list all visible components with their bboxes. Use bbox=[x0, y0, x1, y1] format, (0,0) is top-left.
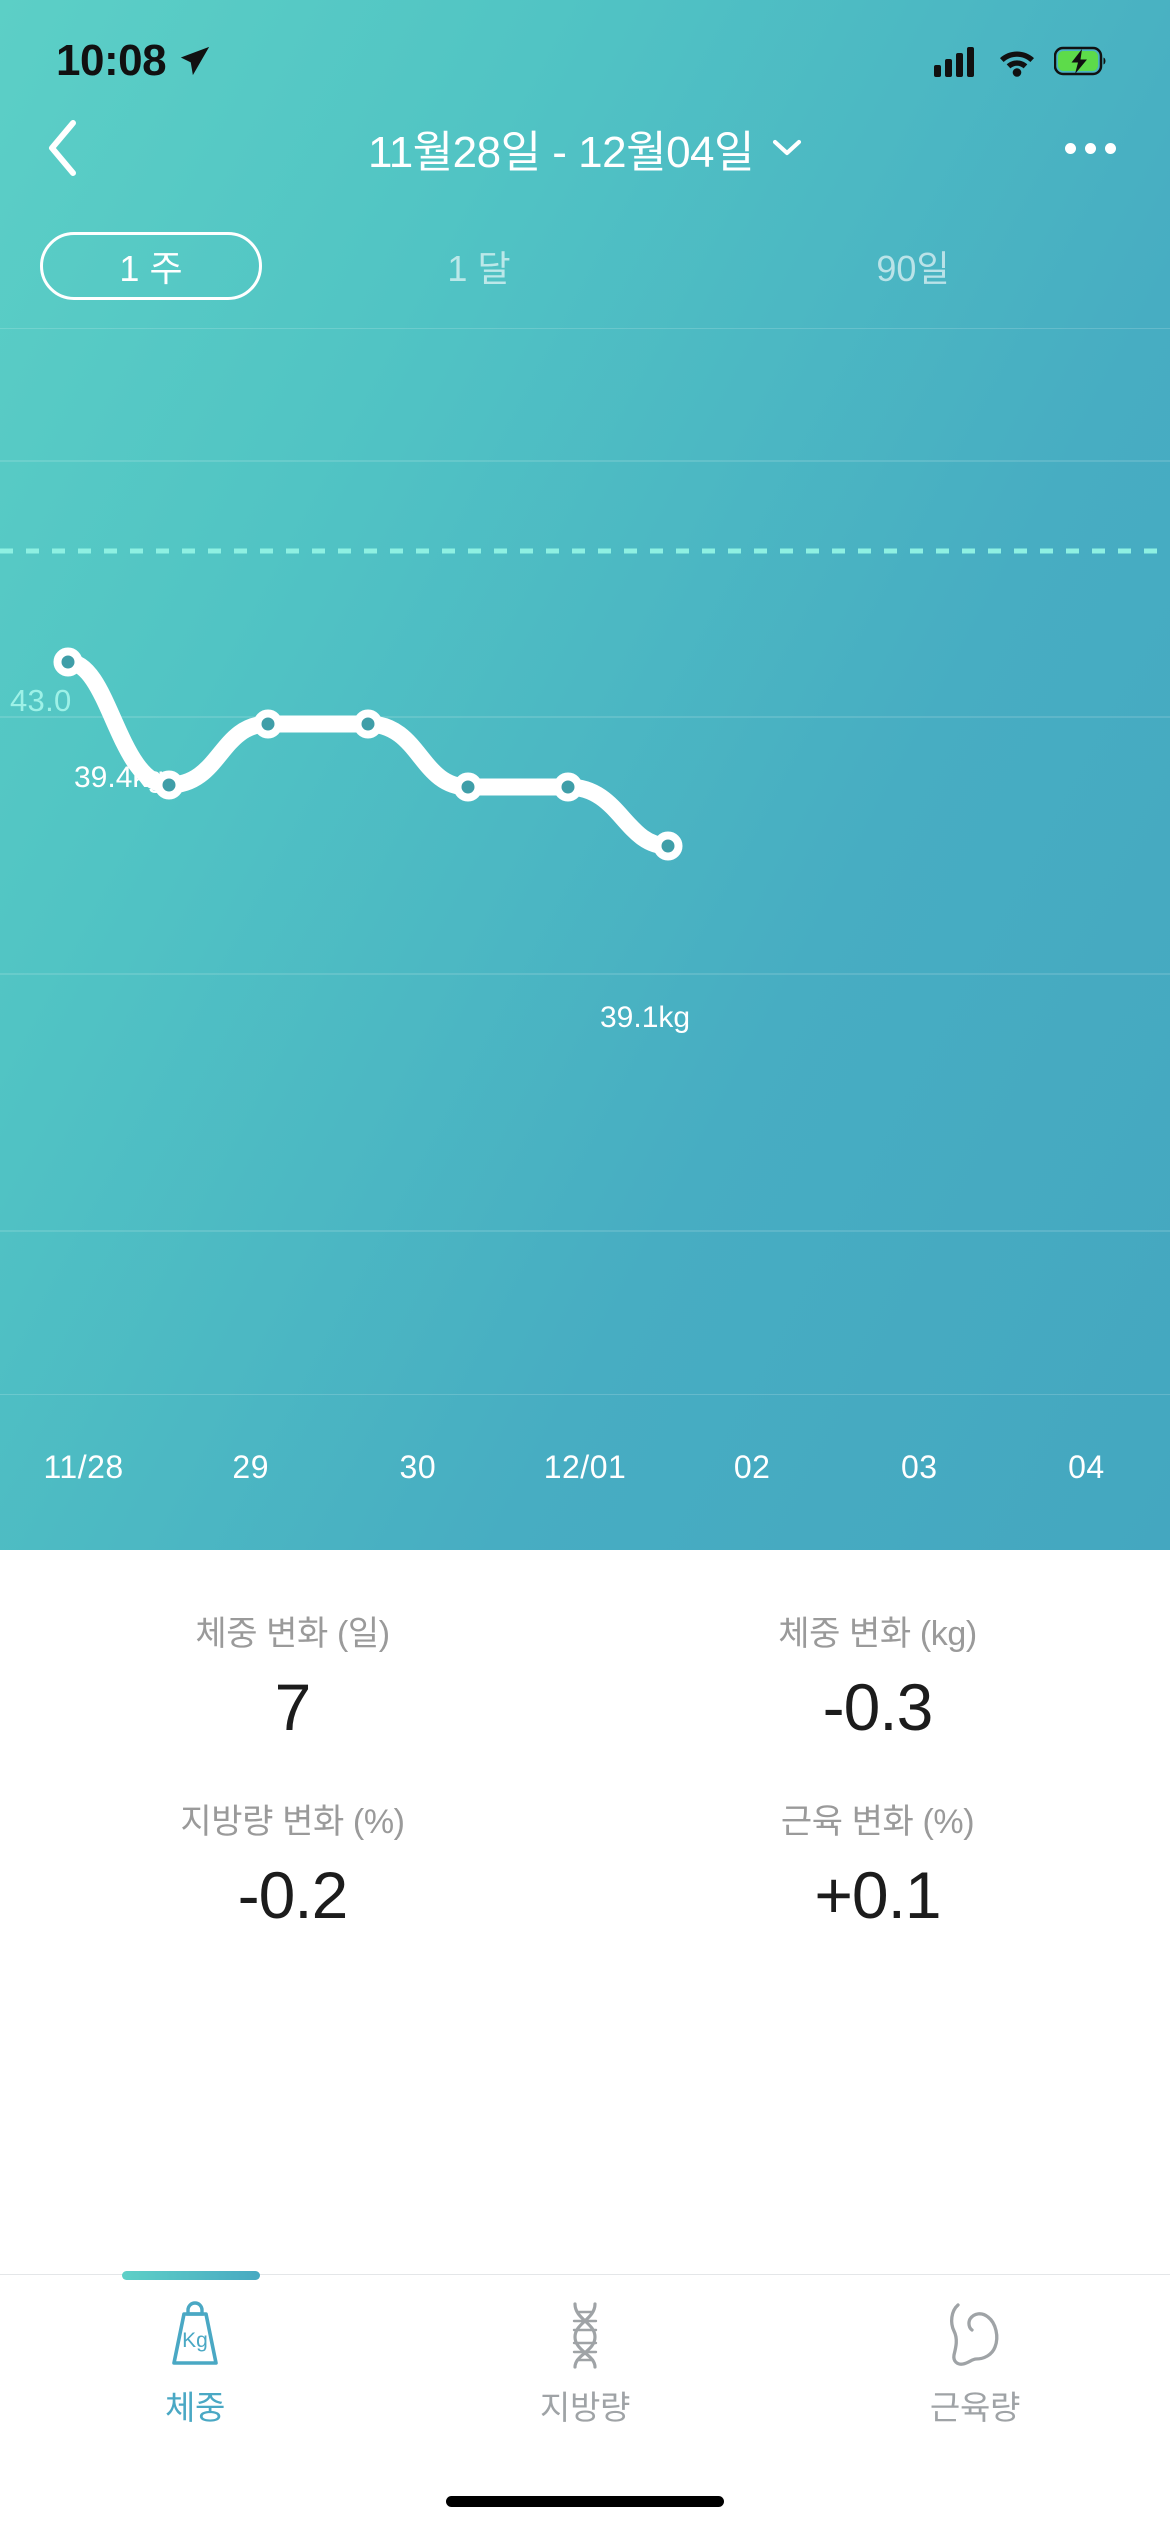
hero-divider bbox=[0, 328, 1170, 329]
cellular-signal-icon bbox=[934, 47, 974, 77]
x-tick: 30 bbox=[399, 1448, 437, 1485]
svg-text:Kg: Kg bbox=[182, 2329, 208, 2352]
stat-weight-change-days: 체중 변화 (일) 7 bbox=[0, 1606, 585, 1742]
period-tab-1month-label: 1 달 bbox=[447, 248, 511, 289]
period-tab-1week-label: 1 주 bbox=[119, 248, 183, 289]
more-options-button[interactable] bbox=[1054, 112, 1126, 184]
bottom-tab-bar: Kg 체중 bbox=[0, 2271, 1170, 2470]
stats-row-2: 지방량 변화 (%) -0.2 근육 변화 (%) +0.1 bbox=[0, 1794, 1170, 1930]
chevron-left-icon bbox=[49, 120, 76, 176]
x-tick: 02 bbox=[733, 1448, 771, 1485]
more-horizontal-icon bbox=[1084, 142, 1096, 154]
date-range-selector[interactable]: 11월28일 - 12월04일 bbox=[0, 116, 1170, 180]
dna-helix-icon bbox=[550, 2297, 620, 2371]
stat-fat-change-percent: 지방량 변화 (%) -0.2 bbox=[0, 1794, 585, 1930]
location-arrow-icon bbox=[180, 46, 210, 76]
tab-weight-label: 체중 bbox=[164, 2389, 226, 2426]
wifi-icon bbox=[1000, 51, 1034, 77]
stat-value: -0.3 bbox=[822, 1670, 934, 1744]
x-axis-divider bbox=[0, 1394, 1170, 1395]
data-point-marker bbox=[353, 709, 383, 739]
data-point-marker bbox=[154, 770, 184, 800]
weight-kg-icon: Kg bbox=[160, 2297, 230, 2371]
period-selector: 1 주 1 달 90일 bbox=[0, 204, 1170, 328]
date-range-title: 11월28일 - 12월04일 bbox=[367, 128, 755, 177]
period-tab-90days[interactable]: 90일 bbox=[696, 232, 1130, 300]
battery-charging-icon bbox=[1054, 46, 1106, 76]
status-time: 10:08 bbox=[56, 36, 167, 85]
more-horizontal-icon bbox=[1064, 142, 1076, 154]
x-tick: 29 bbox=[232, 1448, 269, 1485]
stat-value: 7 bbox=[274, 1670, 312, 1744]
status-bar: 10:08 bbox=[0, 0, 1170, 92]
data-point-marker bbox=[653, 831, 683, 861]
tab-body-fat-label: 지방량 bbox=[539, 2389, 631, 2426]
x-tick: 04 bbox=[1068, 1448, 1105, 1485]
x-tick: 03 bbox=[900, 1448, 938, 1485]
data-point-marker bbox=[53, 647, 83, 677]
tab-body-fat[interactable]: 지방량 bbox=[390, 2275, 780, 2470]
period-tab-90days-label: 90일 bbox=[876, 248, 950, 289]
stat-value: +0.1 bbox=[814, 1858, 941, 1933]
tab-weight[interactable]: Kg 체중 bbox=[0, 2275, 390, 2470]
stats-row-1: 체중 변화 (일) 7 체중 변화 (kg) -0.3 bbox=[0, 1606, 1170, 1742]
bottom-tab-bar-wrapper: Kg 체중 bbox=[0, 2271, 1170, 2532]
last-point-value-label: 39.1kg bbox=[600, 1001, 691, 1034]
nav-bar: 11월28일 - 12월04일 bbox=[0, 92, 1170, 204]
active-tab-indicator bbox=[122, 2271, 260, 2280]
chart-canvas bbox=[0, 460, 1170, 1232]
weight-trend-line bbox=[59, 653, 677, 855]
stat-value: -0.2 bbox=[237, 1858, 349, 1933]
home-indicator-area bbox=[0, 2470, 1170, 2532]
x-tick: 12/01 bbox=[543, 1448, 627, 1485]
x-axis-labels: 11/28 29 30 12/01 02 03 04 bbox=[0, 1395, 1170, 1539]
period-tab-1week[interactable]: 1 주 bbox=[40, 232, 262, 300]
period-tab-1week-pill: 1 주 bbox=[40, 232, 262, 300]
tab-muscle[interactable]: 근육량 bbox=[780, 2275, 1170, 2470]
stat-label: 근육 변화 (%) bbox=[780, 1803, 975, 1842]
status-bar-left: 10:08 bbox=[56, 39, 212, 83]
data-point-marker bbox=[253, 709, 283, 739]
stat-weight-change-kg: 체중 변화 (kg) -0.3 bbox=[585, 1606, 1170, 1742]
stat-label: 지방량 변화 (%) bbox=[180, 1803, 405, 1842]
flexed-bicep-icon bbox=[938, 2297, 1012, 2371]
first-point-value-label: 39.4kg bbox=[74, 761, 165, 794]
x-tick: 11/28 bbox=[43, 1448, 124, 1485]
more-horizontal-icon bbox=[1104, 142, 1116, 154]
chevron-down-icon bbox=[772, 139, 802, 156]
chart-hero-panel: 10:08 bbox=[0, 0, 1170, 1550]
period-tab-1month[interactable]: 1 달 bbox=[262, 232, 696, 300]
home-indicator[interactable] bbox=[446, 2495, 724, 2507]
tab-muscle-label: 근육량 bbox=[929, 2389, 1021, 2426]
stat-label: 체중 변화 (일) bbox=[195, 1615, 390, 1653]
back-button[interactable] bbox=[26, 112, 98, 184]
goal-weight-label: 43.0 bbox=[10, 683, 72, 718]
data-point-marker bbox=[553, 772, 583, 802]
stat-label: 체중 변화 (kg) bbox=[778, 1615, 977, 1653]
status-bar-right bbox=[934, 45, 1108, 77]
stat-muscle-change-percent: 근육 변화 (%) +0.1 bbox=[585, 1794, 1170, 1930]
weight-line-chart[interactable]: 43.0 39.4kg 39.1kg 11/28 29 30 12/01 02 … bbox=[0, 329, 1170, 1539]
data-point-marker bbox=[453, 772, 483, 802]
